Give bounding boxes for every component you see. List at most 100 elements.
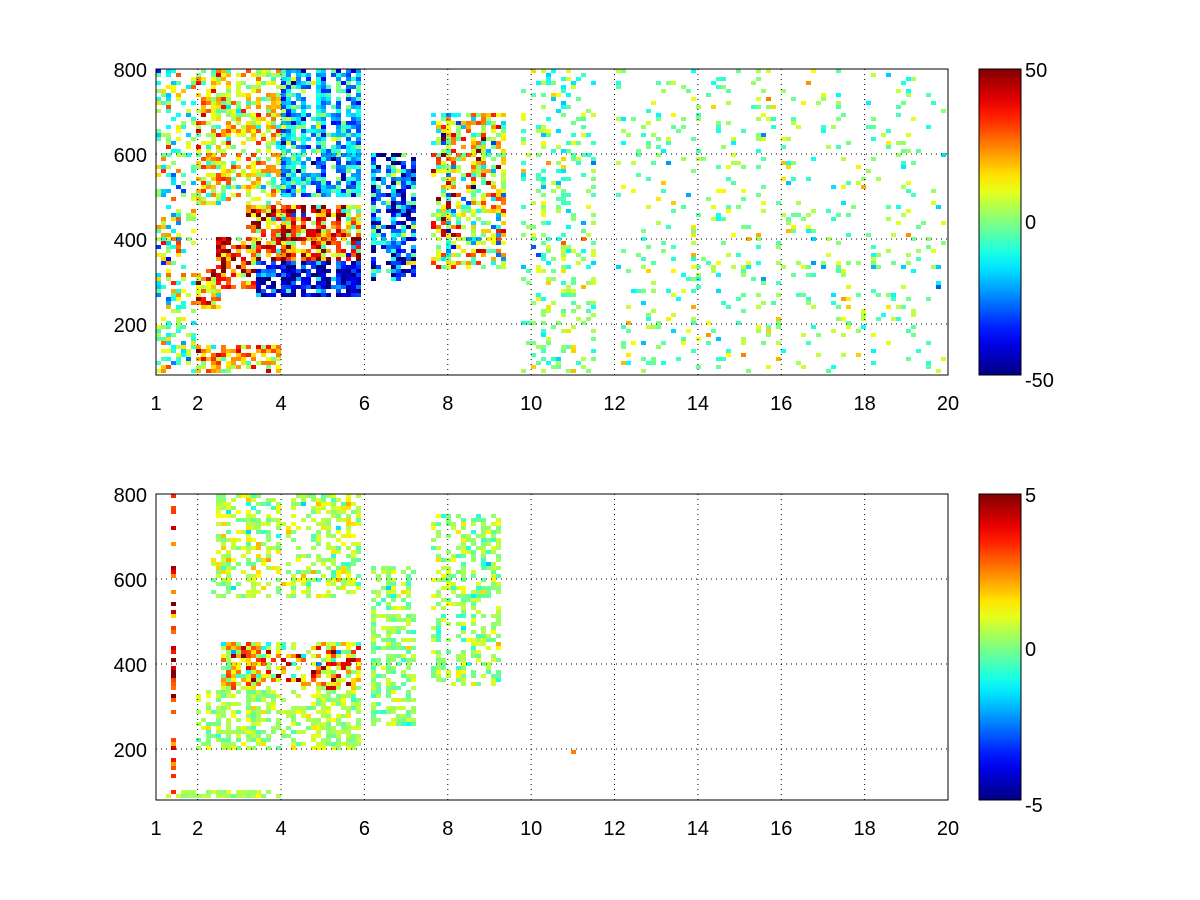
heatmap-cell [831,217,836,221]
heatmap-cell [346,193,351,197]
heatmap-cell [301,582,306,586]
heatmap-cell [276,73,281,77]
heatmap-cell [206,722,211,726]
heatmap-cell [216,706,221,710]
heatmap-cell [541,345,546,349]
heatmap-cell [251,662,256,666]
heatmap-cell [386,157,391,161]
heatmap-cell [821,261,826,265]
heatmap-cell [451,526,456,530]
heatmap-cell [681,341,686,345]
heatmap-cell [616,161,621,165]
heatmap-cell [161,285,166,289]
heatmap-cell [291,241,296,245]
heatmap-cell [201,109,206,113]
heatmap-cell [681,337,686,341]
heatmap-cell [281,185,286,189]
heatmap-cell [411,674,416,678]
heatmap-cell [226,794,231,798]
heatmap-cell [941,241,946,245]
heatmap-cell [756,305,761,309]
heatmap-cell [756,325,761,329]
heatmap-cell [346,666,351,670]
heatmap-cell [291,177,296,181]
heatmap-cell [321,261,326,265]
heatmap-cell [691,265,696,269]
heatmap-cell [346,241,351,245]
heatmap-cell [746,369,751,373]
heatmap-cell [356,241,361,245]
heatmap-cell [321,670,326,674]
heatmap-cell [241,658,246,662]
heatmap-cell [156,133,161,137]
heatmap-cell [266,646,271,650]
heatmap-cell [336,281,341,285]
heatmap-cell [346,121,351,125]
heatmap-cell [306,494,311,498]
heatmap-cell [341,253,346,257]
heatmap-cell [236,666,241,670]
heatmap-cell [181,181,186,185]
heatmap-cell [441,253,446,257]
heatmap-cell [561,157,566,161]
heatmap-cell [291,165,296,169]
heatmap-cell [241,570,246,574]
heatmap-cell [376,209,381,213]
heatmap-cell [641,237,646,241]
heatmap-cell [306,726,311,730]
heatmap-cell [216,562,221,566]
heatmap-cell [166,321,171,325]
heatmap-cell [256,157,261,161]
heatmap-cell [446,602,451,606]
heatmap-cell [271,169,276,173]
heatmap-cell [911,333,916,337]
heatmap-cell [206,742,211,746]
heatmap-cell [356,265,361,269]
heatmap-cell [436,634,441,638]
heatmap-cell [621,69,626,73]
heatmap-cell [226,349,231,353]
heatmap-cell [451,522,456,526]
heatmap-cell [716,121,721,125]
heatmap-cell [501,253,506,257]
heatmap-cell [356,542,361,546]
heatmap-cell [241,141,246,145]
heatmap-cell [216,237,221,241]
heatmap-cell [376,662,381,666]
heatmap-cell [186,85,191,89]
heatmap-cell [281,734,286,738]
heatmap-cell [336,233,341,237]
heatmap-cell [296,205,301,209]
heatmap-cell [216,277,221,281]
heatmap-cell [231,566,236,570]
heatmap-cell [266,554,271,558]
heatmap-cell [266,666,271,670]
heatmap-cell [241,245,246,249]
heatmap-cell [741,197,746,201]
heatmap-cell [456,554,461,558]
heatmap-cell [261,161,266,165]
heatmap-cell [491,185,496,189]
heatmap-cell [301,85,306,89]
heatmap-cell [296,678,301,682]
heatmap-cell [236,650,241,654]
heatmap-cell [316,221,321,225]
heatmap-cell [481,221,486,225]
heatmap-cell [341,193,346,197]
heatmap-cell [841,269,846,273]
heatmap-cell [231,558,236,562]
heatmap-cell [436,137,441,141]
heatmap-cell [316,77,321,81]
heatmap-cell [221,646,226,650]
heatmap-cell [491,562,496,566]
heatmap-cell [326,710,331,714]
heatmap-cell [301,101,306,105]
heatmap-cell [641,265,646,269]
heatmap-cell [346,125,351,129]
heatmap-cell [306,229,311,233]
heatmap-cell [221,570,226,574]
heatmap-cell [256,654,261,658]
heatmap-cell [546,305,551,309]
heatmap-cell [251,714,256,718]
heatmap-cell [321,558,326,562]
